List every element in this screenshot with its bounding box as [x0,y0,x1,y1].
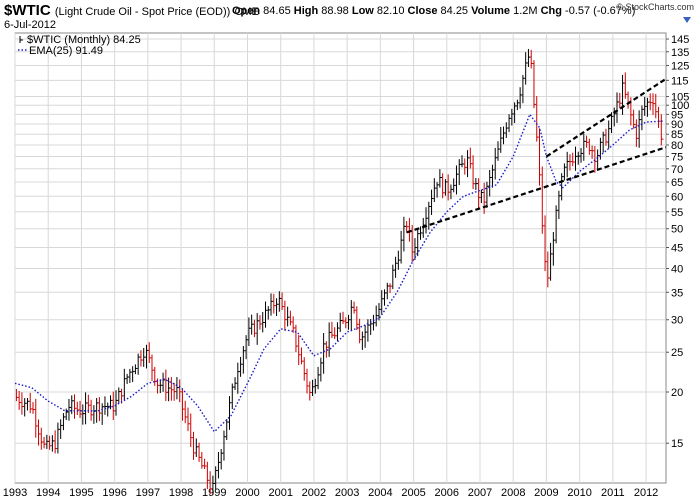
stat-value-open: 84.65 [260,5,294,17]
stat-label-close: Close [407,5,438,17]
stat-label-low: Low [351,5,374,17]
y-tick-label: 20 [671,387,683,399]
chart-title: $WTIC (Light Crude Oil - Spot Price (EOD… [4,2,259,19]
stat-value-chg: -0.57 (-0.67%) [562,5,636,17]
symbol-label: $WTIC [4,2,51,19]
y-tick-label: 135 [671,47,689,59]
stat-value-volume: 1.2M [510,5,541,17]
site-credit: © StockCharts.com [616,2,694,12]
x-tick-label: 1996 [102,487,126,499]
x-tick-label: 2008 [501,487,525,499]
x-tick-label: 1993 [3,487,27,499]
y-tick-label: 45 [671,243,683,255]
stat-value-close: 84.25 [437,5,472,17]
chart-menu-arrow-icon[interactable] [683,17,691,23]
x-tick-label: 2000 [235,487,259,499]
stat-label-chg: Chg [540,5,562,17]
y-tick-label: 90 [671,119,683,131]
trendline [406,146,667,234]
x-tick-label: 2009 [534,487,558,499]
y-tick-label: 85 [671,129,683,141]
y-tick-label: 15 [671,438,683,450]
y-tick-label: 30 [671,315,683,327]
y-tick-label: 100 [671,100,689,112]
y-tick-label: 80 [671,140,683,152]
x-tick-label: 2010 [567,487,591,499]
plot-area [14,32,667,484]
y-tick-label: 55 [671,207,683,219]
y-tick-label: 75 [671,151,683,163]
x-tick-label: 2006 [435,487,459,499]
stat-label-volume: Volume [471,5,511,17]
exchange-label: CME [234,6,259,18]
x-tick-label: 2002 [302,487,326,499]
x-tick-label: 2011 [601,487,625,499]
y-tick-label: 125 [671,60,689,72]
y-tick-label: 145 [671,34,689,46]
legend-price-label: $WTIC (Monthly) 84.25 [27,34,141,46]
y-tick-label: 25 [671,347,683,359]
y-tick-label: 50 [671,224,683,236]
y-tick-label: 70 [671,164,683,176]
x-tick-label: 2001 [268,487,292,499]
y-tick-label: 60 [671,191,683,203]
x-tick-label: 1998 [169,487,193,499]
symbol-description: (Light Crude Oil - Spot Price (EOD)) [54,6,231,18]
y-tick-label: 105 [671,92,689,104]
x-tick-label: 1997 [136,487,160,499]
x-tick-label: 2005 [401,487,425,499]
x-tick-label: 2004 [368,487,392,499]
price-stats: Open 84.65 High 88.98 Low 82.10 Close 84… [232,5,635,17]
y-tick-label: 95 [671,109,683,121]
x-tick-label: 1999 [202,487,226,499]
x-tick-label: 1994 [36,487,60,499]
x-tick-label: 2007 [468,487,492,499]
x-tick-label: 2012 [634,487,658,499]
y-tick-label: 65 [671,177,683,189]
legend-ema-label: EMA(25) 91.49 [29,45,103,57]
y-tick-label: 35 [671,287,683,299]
x-tick-label: 1995 [69,487,93,499]
chart-date: 6-Jul-2012 [4,19,56,31]
x-tick-label: 2003 [335,487,359,499]
y-tick-label: 40 [671,263,683,275]
stat-label-open: Open [232,5,261,17]
y-tick-label: 115 [671,75,689,87]
stat-value-high: 88.98 [318,5,352,17]
stat-value-low: 82.10 [373,5,408,17]
stat-label-high: High [293,5,319,17]
